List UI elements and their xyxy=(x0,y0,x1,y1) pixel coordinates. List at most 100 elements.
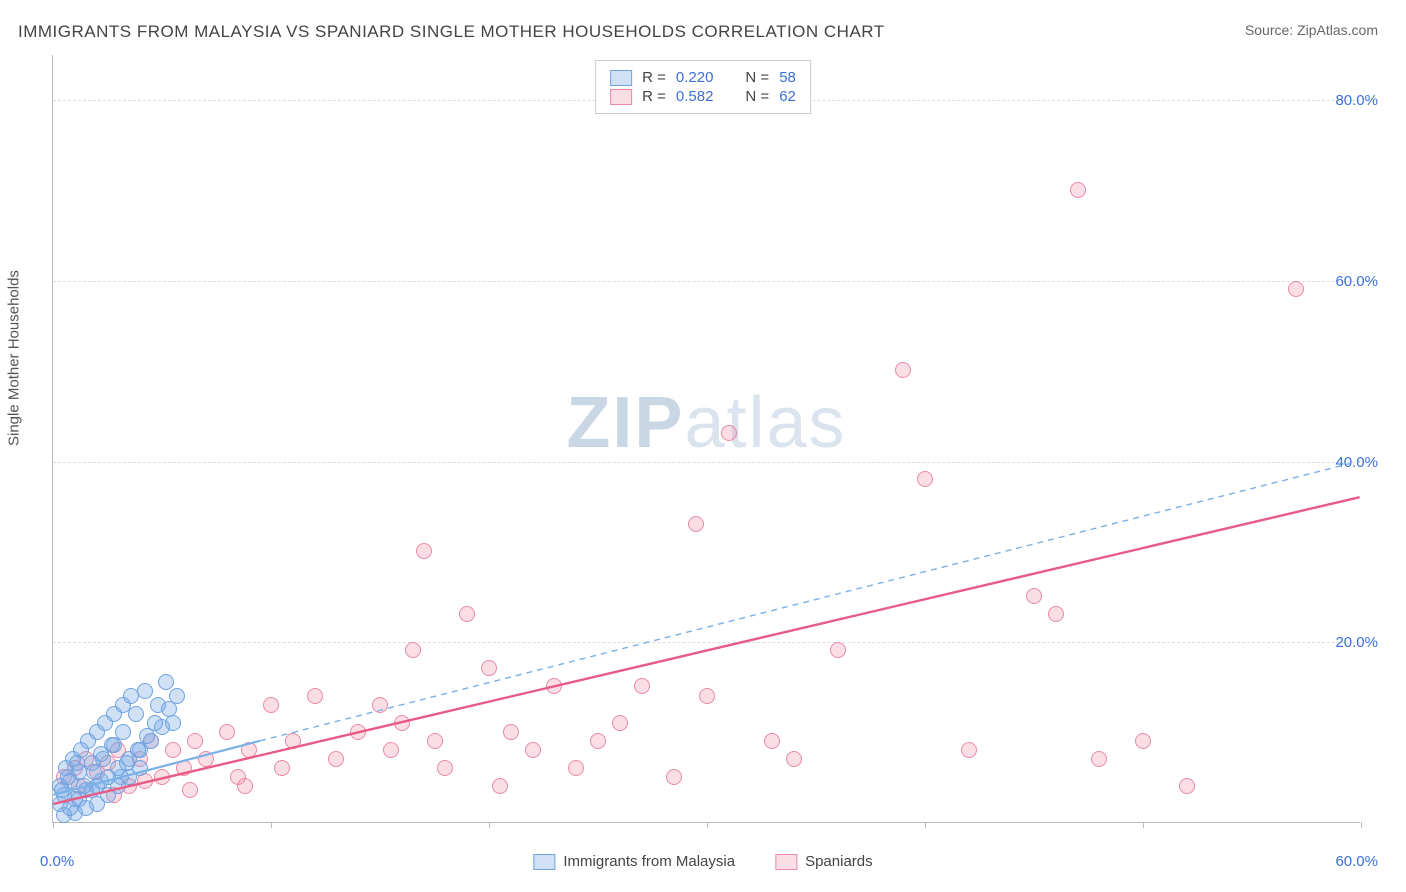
scatter-point xyxy=(634,678,650,694)
scatter-point xyxy=(492,778,508,794)
scatter-point xyxy=(130,742,146,758)
scatter-point xyxy=(198,751,214,767)
r-label: R = xyxy=(642,88,666,105)
r-value: 0.582 xyxy=(676,88,714,105)
legend-label: Immigrants from Malaysia xyxy=(563,853,735,870)
scatter-point xyxy=(1048,606,1064,622)
scatter-point xyxy=(394,715,410,731)
legend-row: R = 0.582 N = 62 xyxy=(610,88,796,105)
scatter-point xyxy=(666,769,682,785)
scatter-point xyxy=(115,724,131,740)
scatter-point xyxy=(525,742,541,758)
scatter-point xyxy=(307,688,323,704)
scatter-point xyxy=(612,715,628,731)
n-value: 58 xyxy=(779,69,796,86)
legend-swatch xyxy=(775,854,797,870)
scatter-point xyxy=(786,751,802,767)
scatter-point xyxy=(187,733,203,749)
trend-lines-svg xyxy=(53,55,1360,822)
n-value: 62 xyxy=(779,88,796,105)
scatter-point xyxy=(830,642,846,658)
x-tick xyxy=(53,822,54,828)
y-tick-label: 20.0% xyxy=(1335,634,1378,651)
scatter-point xyxy=(688,516,704,532)
scatter-point xyxy=(60,769,76,785)
scatter-point xyxy=(182,782,198,798)
scatter-point xyxy=(427,733,443,749)
scatter-point xyxy=(263,697,279,713)
x-tick xyxy=(707,822,708,828)
y-tick-label: 40.0% xyxy=(1335,454,1378,471)
source-label: Source: ZipAtlas.com xyxy=(1245,22,1378,38)
correlation-legend: R = 0.220 N = 58 R = 0.582 N = 62 xyxy=(595,60,811,114)
scatter-point xyxy=(350,724,366,740)
scatter-point xyxy=(917,471,933,487)
scatter-point xyxy=(895,362,911,378)
scatter-point xyxy=(1070,182,1086,198)
trend-line xyxy=(260,461,1359,741)
scatter-point xyxy=(161,701,177,717)
scatter-point xyxy=(95,751,111,767)
scatter-point xyxy=(237,778,253,794)
legend-swatch xyxy=(533,854,555,870)
gridline-h xyxy=(53,462,1360,463)
scatter-plot: ZIPatlas xyxy=(52,55,1360,823)
scatter-point xyxy=(147,715,163,731)
scatter-point xyxy=(69,755,85,771)
scatter-point xyxy=(764,733,780,749)
scatter-point xyxy=(416,543,432,559)
scatter-point xyxy=(405,642,421,658)
r-value: 0.220 xyxy=(676,69,714,86)
n-label: N = xyxy=(745,69,769,86)
scatter-point xyxy=(241,742,257,758)
n-label: N = xyxy=(745,88,769,105)
scatter-point xyxy=(546,678,562,694)
x-tick xyxy=(489,822,490,828)
scatter-point xyxy=(961,742,977,758)
scatter-point xyxy=(165,742,181,758)
legend-swatch xyxy=(610,70,632,86)
scatter-point xyxy=(128,706,144,722)
scatter-point xyxy=(383,742,399,758)
series-legend: Immigrants from Malaysia Spaniards xyxy=(533,853,872,870)
y-tick-label: 80.0% xyxy=(1335,92,1378,109)
legend-row: R = 0.220 N = 58 xyxy=(610,69,796,86)
scatter-point xyxy=(154,769,170,785)
scatter-point xyxy=(1091,751,1107,767)
x-axis-max-label: 60.0% xyxy=(1335,853,1378,870)
scatter-point xyxy=(274,760,290,776)
scatter-point xyxy=(1026,588,1042,604)
scatter-point xyxy=(285,733,301,749)
x-tick xyxy=(271,822,272,828)
scatter-point xyxy=(176,760,192,776)
trend-line xyxy=(53,497,1359,804)
r-label: R = xyxy=(642,69,666,86)
x-axis-min-label: 0.0% xyxy=(40,853,74,870)
watermark: ZIPatlas xyxy=(566,382,846,464)
scatter-point xyxy=(721,425,737,441)
scatter-point xyxy=(590,733,606,749)
scatter-point xyxy=(1135,733,1151,749)
x-tick xyxy=(1361,822,1362,828)
scatter-point xyxy=(86,764,102,780)
scatter-point xyxy=(568,760,584,776)
scatter-point xyxy=(158,674,174,690)
scatter-point xyxy=(119,755,135,771)
scatter-point xyxy=(328,751,344,767)
x-tick xyxy=(1143,822,1144,828)
gridline-h xyxy=(53,642,1360,643)
y-axis-label: Single Mother Households xyxy=(6,270,23,446)
scatter-point xyxy=(169,688,185,704)
legend-swatch xyxy=(610,89,632,105)
scatter-point xyxy=(219,724,235,740)
scatter-point xyxy=(104,737,120,753)
gridline-h xyxy=(53,281,1360,282)
legend-item: Spaniards xyxy=(775,853,873,870)
scatter-point xyxy=(481,660,497,676)
scatter-point xyxy=(123,688,139,704)
scatter-point xyxy=(1179,778,1195,794)
scatter-point xyxy=(699,688,715,704)
scatter-point xyxy=(437,760,453,776)
scatter-point xyxy=(503,724,519,740)
scatter-point xyxy=(372,697,388,713)
